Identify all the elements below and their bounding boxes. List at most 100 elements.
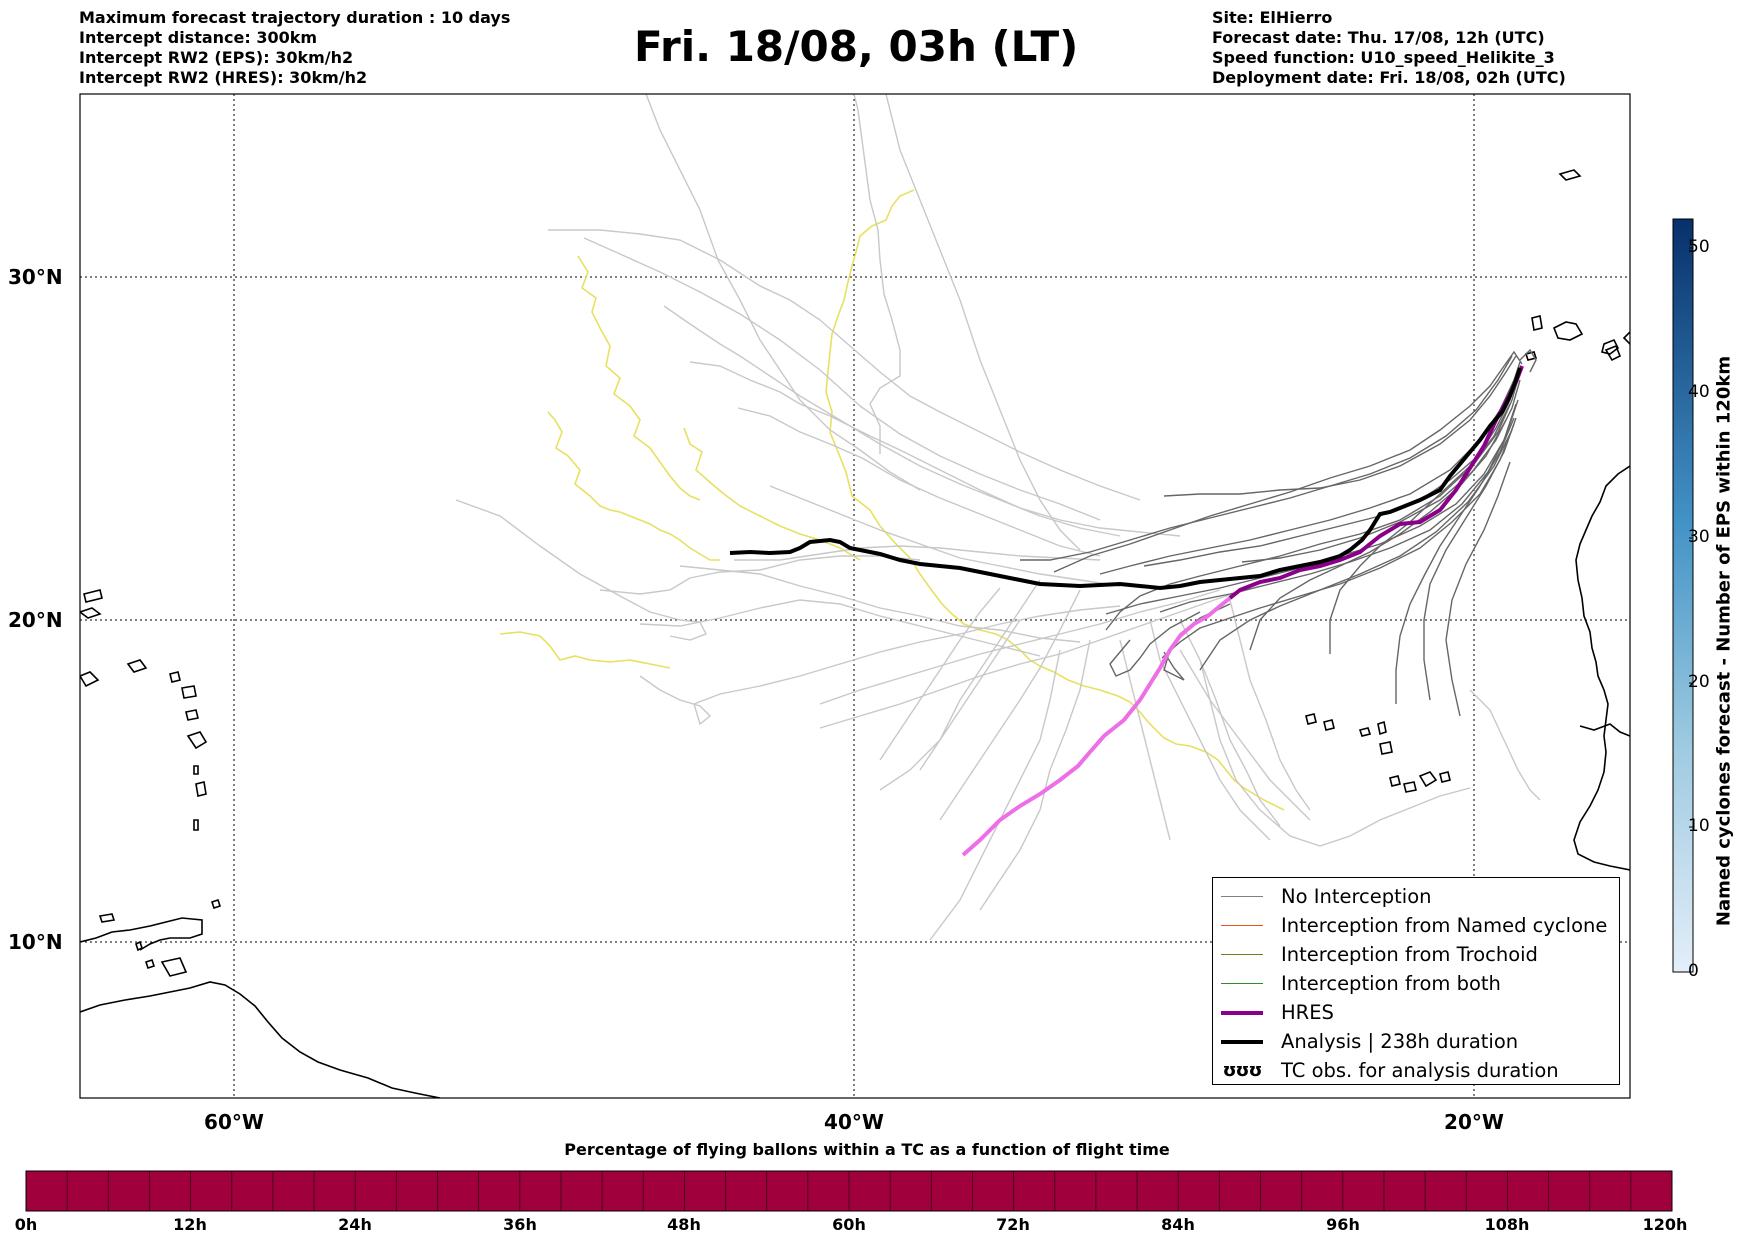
- eps-track: [879, 619, 1021, 791]
- lon-label-60w: 60°W: [204, 1110, 264, 1134]
- legend-item: Interception from both: [1213, 969, 1619, 998]
- island-fuerte: [1622, 330, 1630, 346]
- island-barbados: [210, 898, 222, 910]
- bottom-colorbar-tick: 60h: [832, 1215, 866, 1234]
- eps-track: [879, 587, 1001, 761]
- eps-near-tracks: [1020, 348, 1537, 717]
- island-virgin: [126, 659, 148, 673]
- tc-obs-icon: ʊʊʊ: [1222, 1060, 1263, 1081]
- colorbar-tick: 40: [1688, 382, 1710, 402]
- bottom-colorbar-title: Percentage of flying ballons within a TC…: [564, 1140, 1170, 1159]
- colorbar-bottom: [25, 1170, 1673, 1212]
- island-tenerife: [1552, 321, 1584, 341]
- island-cv6: [1403, 781, 1417, 793]
- island-bahama: [83, 589, 103, 603]
- trochoid-track: [577, 255, 701, 501]
- island-puerto: [80, 671, 100, 688]
- legend-item: No Interception: [1213, 882, 1619, 911]
- island-antigua: [185, 709, 199, 721]
- eps-track: [939, 589, 1081, 821]
- colorbar-bottom-ticks: [66, 1171, 1632, 1211]
- coastlines: [80, 169, 1630, 1098]
- island-abc: [98, 913, 116, 923]
- island-madeira: [1558, 169, 1582, 181]
- island-lapalma: [1531, 315, 1543, 331]
- page-title: Fri. 18/08, 03h (LT): [634, 22, 1079, 71]
- island-grenada: [135, 940, 143, 952]
- legend-swatch: [1221, 954, 1263, 955]
- legend-label: Analysis | 238h duration: [1281, 1030, 1519, 1053]
- eps-track: [929, 649, 1061, 941]
- colorbar-tick: 20: [1688, 672, 1710, 692]
- trochoid-tracks: [499, 189, 1285, 811]
- hres-tail: [961, 596, 1232, 857]
- island-guadeloupe: [186, 731, 208, 750]
- legend-swatch: [1221, 1010, 1263, 1015]
- eps-track: [1241, 379, 1521, 563]
- header-right: Site: ElHierro Forecast date: Thu. 17/08…: [1212, 8, 1566, 88]
- eps-track: [1159, 399, 1519, 613]
- legend-item: Interception from Named cyclone: [1213, 911, 1619, 940]
- colorbar-tick: 30: [1688, 527, 1710, 547]
- eps-track: [819, 585, 1261, 729]
- eps-track: [1445, 461, 1511, 717]
- eps-track: [1105, 403, 1517, 615]
- eps-track: [1143, 371, 1519, 567]
- eps-track: [979, 639, 1091, 911]
- bottom-colorbar-tick: 108h: [1484, 1215, 1530, 1234]
- coast-south-america: [80, 981, 441, 1098]
- eps-track: [583, 237, 1101, 521]
- island-stkitts: [169, 671, 181, 683]
- eps-track: [1105, 371, 1521, 631]
- eps-track: [548, 229, 1141, 501]
- eps-track: [769, 485, 1121, 587]
- header-right-line: Deployment date: Fri. 18/08, 02h (UTC): [1212, 68, 1566, 87]
- eps-track: [639, 605, 1121, 726]
- legend-item: HRES: [1213, 998, 1619, 1027]
- coast-venezuela: [80, 917, 203, 951]
- eps-track: [1053, 350, 1523, 573]
- eps-far-tracks: [455, 94, 1541, 941]
- island-hispaniola: [80, 607, 102, 619]
- island-cv1: [1305, 713, 1317, 725]
- colorbar-tick: 10: [1688, 816, 1710, 836]
- eps-track: [1329, 403, 1511, 654]
- coast-africa: [1573, 465, 1630, 871]
- bottom-colorbar-tick: 48h: [667, 1215, 701, 1234]
- header-left-line: Intercept RW2 (EPS): 30km/h2: [79, 48, 354, 67]
- legend-swatch: [1221, 896, 1263, 897]
- trochoid-track: [547, 411, 720, 561]
- header-right-line: Site: ElHierro: [1212, 8, 1333, 27]
- trochoid-track: [825, 189, 1285, 811]
- legend-swatch: [1221, 983, 1263, 984]
- eps-track: [737, 407, 1101, 557]
- trochoid-track: [499, 631, 671, 669]
- map-frame: [79, 93, 1631, 1099]
- bottom-colorbar-tick: 72h: [996, 1215, 1030, 1234]
- island-cv2: [1323, 719, 1335, 731]
- legend-swatch: [1221, 1039, 1263, 1044]
- eps-track: [639, 599, 1041, 657]
- header-left: Maximum forecast trajectory duration : 1…: [79, 8, 510, 88]
- eps-track: [689, 361, 1181, 537]
- bottom-colorbar-tick: 0h: [14, 1215, 38, 1234]
- legend-item: Analysis | 238h duration: [1213, 1027, 1619, 1056]
- bottom-colorbar-tick: 96h: [1326, 1215, 1360, 1234]
- header-right-line: Speed function: U10_speed_Helikite_3: [1212, 48, 1555, 67]
- island-martinique: [195, 781, 207, 797]
- colorbar-right-fill: [1672, 218, 1694, 973]
- island-cv7: [1439, 771, 1451, 783]
- eps-track: [1423, 417, 1517, 701]
- colorbar-tick: 50: [1688, 237, 1710, 257]
- lon-label-40w: 40°W: [824, 1110, 884, 1134]
- coast-senegal-detail: [1579, 723, 1630, 737]
- eps-track: [819, 589, 1221, 705]
- eps-track: [599, 555, 921, 595]
- colorbar-right: [1672, 218, 1694, 973]
- legend-label: TC obs. for analysis duration: [1281, 1059, 1559, 1082]
- eps-track: [663, 305, 1121, 537]
- bottom-colorbar-tick: 12h: [173, 1215, 207, 1234]
- legend-label: No Interception: [1281, 885, 1432, 908]
- colorbar-title: Named cyclones forecast - Number of EPS …: [1713, 355, 1735, 927]
